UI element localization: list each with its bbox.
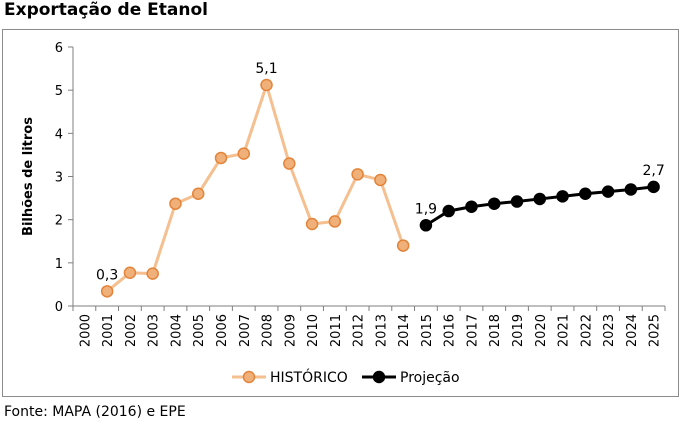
data-point-historico [100, 285, 114, 298]
x-tick-label: 2009 [283, 314, 298, 347]
y-tick-label: 4 [55, 127, 63, 142]
data-point-projecao [579, 187, 592, 201]
source-note: Fonte: MAPA (2016) e EPE [4, 404, 186, 420]
data-label: 0,3 [96, 267, 118, 283]
x-tick-label: 2006 [215, 314, 230, 347]
x-tick-label: 2008 [261, 314, 276, 347]
y-tick-label: 1 [55, 257, 63, 272]
data-point-historico [214, 151, 228, 165]
x-tick-label: 2001 [101, 314, 116, 347]
legend-label-historico: HISTÓRICO [270, 368, 348, 386]
data-point-projecao [601, 185, 615, 198]
series-line-historico [106, 83, 405, 293]
legend-label-projecao: Projeção [400, 370, 460, 386]
x-tick-label: 2015 [420, 314, 435, 347]
y-axis-label: Bilhões de litros [21, 117, 36, 236]
data-point-historico [283, 157, 296, 170]
data-point-projecao [624, 183, 638, 196]
x-tick-label: 2010 [306, 314, 321, 347]
data-point-historico [374, 173, 387, 187]
x-tick-label: 2013 [374, 314, 389, 347]
x-tick-label: 2025 [648, 314, 663, 347]
data-point-historico [396, 239, 410, 252]
data-point-historico [305, 217, 319, 231]
x-tick-label: 2024 [625, 314, 640, 347]
y-tick-label: 5 [55, 84, 63, 99]
y-tick-label: 6 [55, 41, 63, 56]
data-point-projecao [510, 195, 524, 208]
series-line-projecao [425, 185, 654, 227]
x-tick-label: 2021 [557, 314, 572, 347]
x-tick-label: 2005 [192, 314, 207, 347]
data-point-projecao [487, 197, 501, 210]
data-point-projecao [533, 192, 547, 206]
x-tick-label: 2016 [443, 314, 458, 347]
y-tick-label: 2 [55, 214, 63, 229]
chart-title: Exportação de Etanol [4, 0, 208, 20]
x-tick-label: 2002 [124, 314, 139, 347]
x-tick-label: 2019 [511, 314, 526, 347]
data-label: 1,9 [415, 201, 437, 217]
data-point-projecao [647, 180, 660, 194]
data-point-historico [351, 168, 364, 181]
x-tick-label: 2000 [78, 314, 93, 347]
x-tick-label: 2003 [147, 314, 162, 347]
x-tick-label: 2017 [465, 314, 480, 347]
legend-marker-historico [242, 370, 256, 384]
data-point-projecao [419, 219, 433, 232]
data-point-historico [191, 187, 205, 201]
data-point-historico [123, 266, 137, 280]
x-tick-label: 2022 [579, 314, 594, 347]
data-point-projecao [442, 204, 455, 218]
data-point-projecao [556, 190, 569, 203]
legend-marker-projecao [372, 370, 386, 384]
data-label: 2,7 [642, 163, 664, 179]
x-tick-label: 2014 [397, 314, 412, 347]
x-tick-label: 2020 [534, 314, 549, 347]
chart-frame [2, 29, 679, 397]
x-tick-label: 2004 [169, 314, 184, 347]
data-point-historico [328, 215, 342, 228]
data-point-projecao [465, 200, 478, 213]
data-point-historico [237, 147, 251, 160]
x-tick-label: 2018 [488, 314, 503, 347]
y-tick-label: 0 [55, 300, 63, 315]
x-tick-label: 2011 [329, 314, 344, 347]
data-point-historico [169, 197, 182, 210]
x-tick-label: 2012 [352, 314, 367, 347]
data-point-historico [146, 267, 159, 280]
data-point-historico [260, 78, 273, 92]
y-tick-label: 3 [55, 171, 63, 186]
data-label: 5,1 [255, 61, 277, 77]
x-tick-label: 2023 [602, 314, 617, 347]
x-tick-label: 2007 [238, 314, 253, 347]
